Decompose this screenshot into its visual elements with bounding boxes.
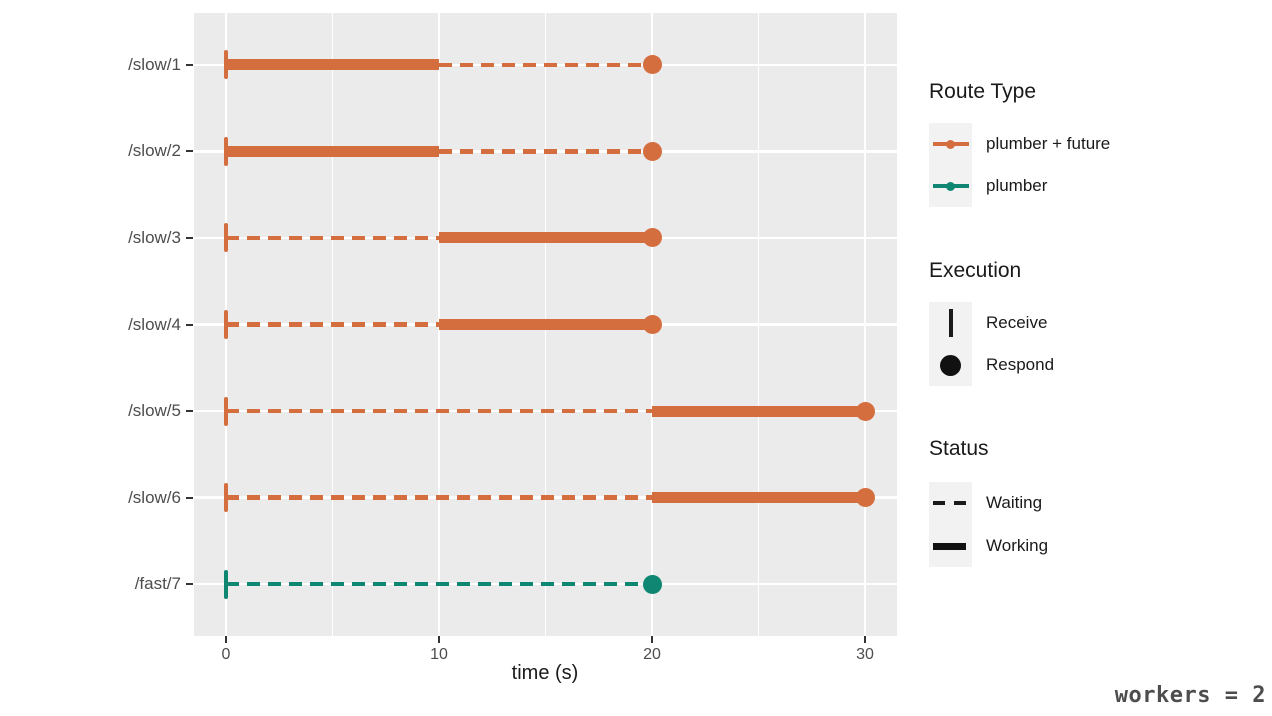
waiting-segment: [225, 408, 652, 414]
dashed-line-icon: [933, 501, 966, 505]
legend-point-icon: [946, 139, 955, 149]
legend-label: Waiting: [986, 493, 1043, 512]
x-axis-ticklabel: 30: [856, 646, 874, 663]
x-axis-ticklabel: 0: [221, 646, 231, 663]
y-axis-label: /slow/1: [128, 54, 181, 74]
y-axis-tick: [186, 63, 193, 66]
y-axis-label: /slow/5: [128, 401, 181, 421]
respond-mark: [642, 315, 662, 334]
receive-mark: [223, 223, 228, 253]
legend-key-receive: [929, 302, 972, 344]
respond-mark: [642, 55, 662, 75]
waiting-segment: [225, 495, 652, 500]
x-axis-tick: [224, 636, 227, 643]
respond-mark: [855, 488, 875, 508]
receive-mark: [223, 136, 228, 166]
workers-annotation: workers = 2: [1114, 683, 1266, 708]
respond-icon: [940, 354, 961, 376]
legend-title-execution: Execution: [929, 259, 1022, 282]
working-segment: [438, 319, 652, 330]
solid-line-icon: [933, 542, 966, 550]
x-axis-tick: [864, 636, 867, 643]
legend-title-status: Status: [929, 437, 989, 460]
legend-label: plumber + future: [986, 134, 1111, 153]
respond-mark: [642, 141, 662, 161]
receive-icon: [948, 309, 953, 337]
waiting-segment: [438, 62, 652, 68]
legend-title-route-type: Route Type: [929, 80, 1037, 103]
legend-label: Respond: [986, 355, 1055, 374]
x-axis-title: time (s): [511, 662, 579, 684]
x-axis-ticklabel: 20: [643, 646, 661, 663]
y-axis-label: /fast/7: [134, 574, 181, 594]
working-segment: [652, 405, 866, 417]
x-axis-tick: [437, 636, 440, 643]
waiting-segment: [225, 322, 439, 327]
receive-mark: [223, 396, 228, 426]
plot-panel: [194, 13, 897, 636]
y-axis-label: /slow/2: [128, 141, 181, 161]
working-segment: [438, 232, 652, 244]
waiting-segment: [438, 149, 652, 154]
working-segment: [652, 492, 866, 504]
y-axis-tick: [186, 410, 193, 413]
y-axis-tick: [186, 236, 193, 239]
working-segment: [225, 145, 439, 157]
respond-mark: [855, 401, 875, 421]
legend-label: Working: [986, 536, 1049, 555]
respond-mark: [642, 574, 662, 594]
legend-key-respond: [929, 344, 972, 386]
receive-mark: [223, 569, 228, 599]
legend-key-working: [929, 525, 972, 567]
legend-key-line-dot: [929, 165, 972, 207]
receive-mark: [223, 483, 228, 513]
receive-mark: [223, 310, 228, 339]
legend-label: plumber: [986, 176, 1048, 195]
legend-key-background: [929, 123, 972, 207]
legend-key-waiting: [929, 482, 972, 524]
y-axis-tick: [186, 323, 193, 326]
x-axis-tick: [651, 636, 653, 643]
legend-key-line-dot: [929, 123, 972, 165]
waiting-segment: [225, 235, 439, 241]
y-axis-label: /slow/4: [128, 314, 181, 334]
waiting-segment: [225, 581, 652, 587]
y-axis-label: /slow/3: [128, 227, 181, 247]
x-axis-ticklabel: 10: [430, 646, 448, 663]
legend-point-icon: [946, 181, 955, 191]
legend-key-background: [929, 482, 972, 567]
y-axis-label: /slow/6: [128, 487, 181, 507]
y-axis-tick: [186, 150, 193, 153]
working-segment: [225, 59, 439, 71]
y-axis-tick: [186, 583, 193, 586]
respond-mark: [642, 228, 662, 248]
receive-mark: [223, 50, 228, 80]
legend-label: Receive: [986, 313, 1048, 332]
y-axis-tick: [186, 496, 193, 499]
